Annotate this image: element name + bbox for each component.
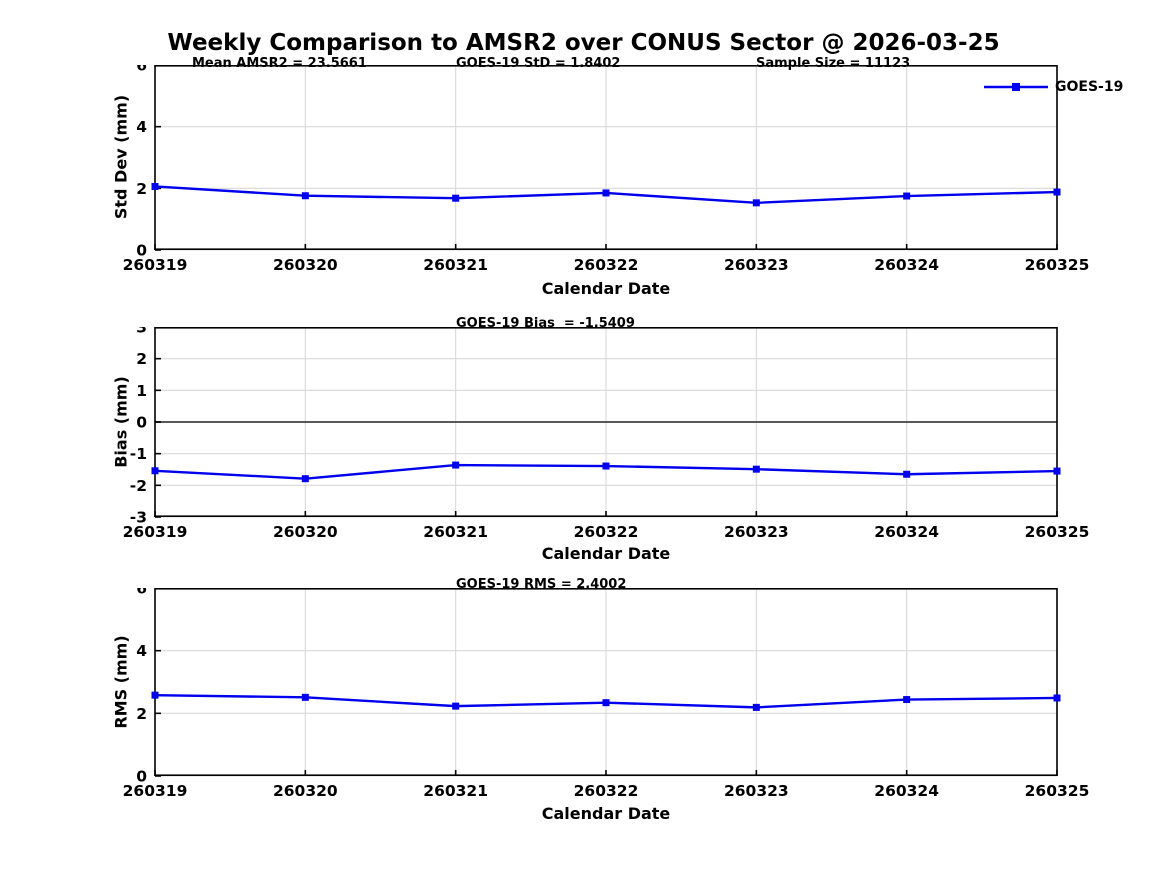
svg-text:260319: 260319	[123, 782, 188, 800]
svg-text:260321: 260321	[423, 256, 488, 274]
axis-ticks	[154, 588, 1058, 777]
svg-text:260325: 260325	[1025, 256, 1090, 274]
legend: GOES-19	[983, 78, 1123, 96]
svg-text:2: 2	[136, 180, 147, 198]
data-point-marker	[452, 461, 460, 469]
svg-text:0: 0	[136, 414, 147, 432]
annotation-sample-size: Sample Size = 11123	[756, 56, 911, 71]
data-point-marker	[602, 699, 610, 707]
bias-plot-area: 260319 260320 260321 260322 260323 260324 2603…	[123, 327, 1090, 541]
x-tick-labels: 260319 260320 260321 260322 260323 260324 2603…	[123, 782, 1090, 800]
data-point-marker	[452, 194, 460, 202]
svg-text:2: 2	[136, 705, 147, 723]
svg-text:260320: 260320	[273, 523, 338, 541]
svg-text:6: 6	[136, 65, 147, 75]
svg-text:260323: 260323	[724, 782, 789, 800]
data-point-marker	[903, 192, 911, 200]
data-point-marker	[602, 189, 610, 197]
svg-text:260320: 260320	[273, 782, 338, 800]
svg-text:4: 4	[136, 118, 147, 136]
svg-text:1: 1	[136, 382, 147, 400]
rms-xlabel: Calendar Date	[541, 804, 671, 823]
data-point-marker	[1053, 694, 1061, 702]
data-point-marker	[752, 199, 760, 207]
data-point-marker	[903, 470, 911, 478]
data-point-marker	[452, 702, 460, 710]
data-point-marker	[151, 691, 159, 699]
svg-text:260319: 260319	[123, 523, 188, 541]
svg-text:0: 0	[136, 768, 147, 786]
svg-text:2: 2	[136, 350, 147, 368]
data-point-marker	[1053, 188, 1061, 196]
legend-line-sample	[984, 83, 1048, 91]
svg-text:260324: 260324	[874, 782, 939, 800]
data-point-marker	[301, 693, 309, 701]
gridlines	[154, 588, 1058, 777]
gridlines	[154, 65, 1058, 251]
svg-text:4: 4	[136, 642, 147, 660]
data-point-marker	[602, 462, 610, 470]
rms-ylabel: RMS (mm)	[111, 635, 131, 729]
svg-text:260323: 260323	[724, 256, 789, 274]
data-point-marker	[301, 475, 309, 483]
rms-plot-area: 260319 260320 260321 260322 260323 260324 2603…	[123, 588, 1090, 800]
x-tick-labels: 260319 260320 260321 260322 260323 260324 2603…	[123, 256, 1090, 274]
x-tick-labels: 260319 260320 260321 260322 260323 260324 2603…	[123, 523, 1090, 541]
svg-text:260325: 260325	[1025, 782, 1090, 800]
svg-text:260321: 260321	[423, 523, 488, 541]
y-tick-labels: 0 2 4 6	[136, 588, 147, 786]
data-point-marker	[1053, 467, 1061, 475]
svg-text:6: 6	[136, 588, 147, 598]
legend-square-marker-icon	[1012, 83, 1020, 91]
legend-label: GOES-19	[1055, 79, 1124, 95]
std-dev-xlabel: Calendar Date	[541, 279, 671, 298]
svg-text:260325: 260325	[1025, 523, 1090, 541]
svg-text:260320: 260320	[273, 256, 338, 274]
annotation-mean-amsr2: Mean AMSR2 = 23.5661	[192, 56, 367, 71]
std-dev-ylabel: Std Dev (mm)	[111, 94, 131, 220]
svg-text:260324: 260324	[874, 256, 939, 274]
axis-ticks	[154, 327, 1058, 518]
svg-text:260322: 260322	[574, 256, 639, 274]
svg-text:260319: 260319	[123, 256, 188, 274]
svg-text:-1: -1	[130, 445, 147, 463]
svg-text:-2: -2	[130, 477, 147, 495]
svg-text:260322: 260322	[574, 523, 639, 541]
data-point-marker	[151, 467, 159, 475]
y-tick-labels: -3 -2 -1 0 1 2 3	[130, 327, 147, 527]
data-point-marker	[752, 703, 760, 711]
data-point-marker	[903, 696, 911, 704]
y-tick-labels: 0 2 4 6	[136, 65, 147, 260]
svg-text:0: 0	[136, 242, 147, 260]
annotation-goes19-std: GOES-19 StD = 1.8402	[456, 56, 621, 71]
bias-xlabel: Calendar Date	[541, 544, 671, 563]
chart-title: Weekly Comparison to AMSR2 over CONUS Se…	[167, 30, 1000, 56]
data-point-marker	[151, 182, 159, 190]
bias-ylabel: Bias (mm)	[111, 376, 131, 468]
svg-text:260321: 260321	[423, 782, 488, 800]
svg-text:260323: 260323	[724, 523, 789, 541]
svg-text:260322: 260322	[574, 782, 639, 800]
data-point-marker	[301, 192, 309, 200]
std-dev-plot-area: 260319 260320 260321 260322 260323 260324 2603…	[123, 65, 1090, 274]
svg-text:3: 3	[136, 327, 147, 337]
svg-text:-3: -3	[130, 509, 147, 527]
svg-text:260324: 260324	[874, 523, 939, 541]
data-point-marker	[752, 465, 760, 473]
